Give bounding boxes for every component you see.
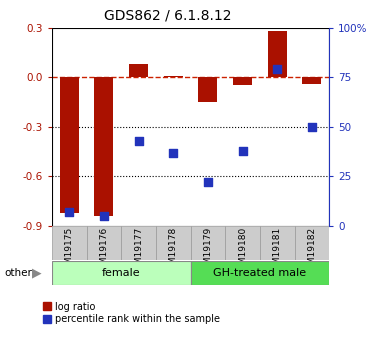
Text: GSM19175: GSM19175 — [65, 227, 74, 276]
Bar — [198, 77, 218, 102]
Text: GSM19179: GSM19179 — [203, 227, 213, 276]
Point — [309, 124, 315, 130]
Legend: log ratio, percentile rank within the sample: log ratio, percentile rank within the sa… — [44, 302, 220, 325]
FancyBboxPatch shape — [121, 226, 156, 260]
FancyBboxPatch shape — [52, 261, 191, 285]
Text: GH-treated male: GH-treated male — [213, 268, 306, 278]
Text: GSM19178: GSM19178 — [169, 227, 178, 276]
Point — [170, 150, 176, 155]
Point — [66, 209, 72, 215]
Bar — [94, 77, 114, 216]
FancyBboxPatch shape — [191, 226, 225, 260]
Point — [205, 179, 211, 185]
FancyBboxPatch shape — [225, 226, 260, 260]
Text: GSM19182: GSM19182 — [307, 227, 316, 276]
Point — [101, 213, 107, 219]
Text: GSM19181: GSM19181 — [273, 227, 282, 276]
Bar — [164, 76, 183, 77]
Text: other: other — [5, 268, 32, 278]
FancyBboxPatch shape — [52, 226, 87, 260]
FancyBboxPatch shape — [191, 261, 329, 285]
Bar — [60, 77, 79, 213]
Bar — [129, 64, 148, 77]
FancyBboxPatch shape — [87, 226, 121, 260]
Bar — [268, 31, 287, 77]
FancyBboxPatch shape — [156, 226, 191, 260]
FancyBboxPatch shape — [295, 226, 329, 260]
FancyBboxPatch shape — [260, 226, 295, 260]
Bar — [302, 77, 321, 84]
Point — [274, 67, 280, 72]
Text: female: female — [102, 268, 141, 278]
Text: GSM19180: GSM19180 — [238, 227, 247, 276]
Point — [239, 148, 246, 153]
Text: ▶: ▶ — [32, 267, 41, 280]
Point — [136, 138, 142, 144]
Text: GDS862 / 6.1.8.12: GDS862 / 6.1.8.12 — [104, 9, 231, 23]
Text: GSM19176: GSM19176 — [99, 227, 109, 276]
Text: GSM19177: GSM19177 — [134, 227, 143, 276]
Bar — [233, 77, 252, 86]
